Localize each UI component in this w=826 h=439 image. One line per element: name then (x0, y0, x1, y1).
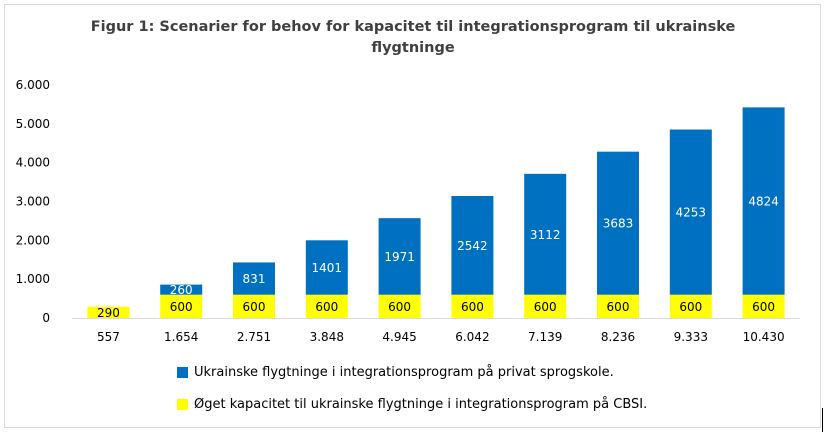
chart-title-line-1: Figur 1: Scenarier for behov for kapacit… (90, 19, 736, 35)
bar-segment-private-school (305, 240, 348, 295)
y-tick-label: 0 (42, 311, 50, 325)
x-tick-label: 3.848 (310, 330, 344, 344)
x-tick-label: 7.139 (528, 330, 562, 344)
legend-item-cbsi: Øget kapacitet til ukrainske flygtninge … (177, 397, 647, 412)
data-label-cbsi: 600 (752, 300, 775, 314)
chart-title: Figur 1: Scenarier for behov for kapacit… (0, 17, 826, 59)
legend-swatch-blue (177, 367, 188, 378)
legend-label-cbsi: Øget kapacitet til ukrainske flygtninge … (194, 397, 648, 412)
bar-segment-cbsi (742, 294, 785, 318)
x-tick-label: 9.333 (674, 330, 708, 344)
bar-segment-cbsi (87, 306, 130, 318)
data-label-private-school: 1971 (384, 250, 415, 264)
x-tick-label: 1.654 (164, 330, 198, 344)
y-tick-label: 3.000 (16, 195, 50, 209)
data-label-cbsi: 600 (679, 300, 702, 314)
data-label-cbsi: 600 (388, 300, 411, 314)
data-label-cbsi: 600 (315, 300, 338, 314)
bar-segment-cbsi (160, 294, 203, 318)
y-tick-label: 1.000 (16, 272, 50, 286)
chart-title-line-2: flygtninge (371, 40, 455, 56)
y-tick-label: 5.000 (16, 117, 50, 131)
data-label-private-school: 3112 (530, 228, 561, 242)
bar-segment-private-school (451, 195, 494, 295)
bar-segment-private-school (160, 284, 203, 295)
data-label-cbsi: 600 (461, 300, 484, 314)
legend-label-private-school: Ukrainske flygtninge i integrationsprogr… (194, 365, 614, 380)
bar-segment-private-school (597, 151, 639, 295)
data-label-cbsi: 290 (97, 306, 120, 320)
bar-segment-private-school (742, 107, 785, 295)
divider-mark (822, 408, 823, 432)
bar-segment-cbsi (378, 294, 421, 318)
x-tick-label: 557 (97, 330, 120, 344)
y-tick-label: 6.000 (16, 78, 50, 92)
data-label-private-school: 831 (243, 272, 266, 286)
bar-segment-cbsi (669, 294, 712, 318)
data-label-private-school: 1401 (312, 261, 343, 275)
bar-segment-cbsi (597, 294, 639, 318)
bar-segment-cbsi (524, 294, 567, 318)
data-label-private-school: 2542 (457, 239, 488, 253)
bar-segment-cbsi (233, 294, 275, 318)
x-tick-label: 2.751 (237, 330, 271, 344)
bar-chart: 0 1.000 2.000 3.000 4.000 5.000 6.000 290 557 600… (16, 78, 800, 344)
y-tick-label: 2.000 (16, 233, 50, 247)
x-tick-label: 4.945 (382, 330, 416, 344)
bar-segment-private-school (378, 218, 421, 295)
data-label-cbsi: 600 (243, 300, 266, 314)
legend-item-private-school: Ukrainske flygtninge i integrationsprogr… (177, 365, 614, 380)
data-label-cbsi: 600 (607, 300, 630, 314)
x-tick-label: 10.430 (743, 330, 785, 344)
bar-segment-private-school (524, 173, 567, 295)
data-label-private-school: 4824 (748, 195, 779, 209)
bar-segment-private-school (669, 129, 712, 295)
x-tick-label: 8.236 (601, 330, 635, 344)
bar-segment-private-school (233, 262, 275, 295)
bar-segment-cbsi (305, 294, 348, 318)
bar-segment-cbsi (451, 294, 494, 318)
y-tick-label: 4.000 (16, 156, 50, 170)
data-label-private-school: 260 (170, 283, 193, 297)
data-label-private-school: 4253 (676, 206, 707, 220)
legend-swatch-yellow (177, 399, 188, 410)
data-label-cbsi: 600 (170, 300, 193, 314)
x-tick-label: 6.042 (455, 330, 489, 344)
data-label-private-school: 3683 (603, 217, 634, 231)
data-label-cbsi: 600 (534, 300, 557, 314)
